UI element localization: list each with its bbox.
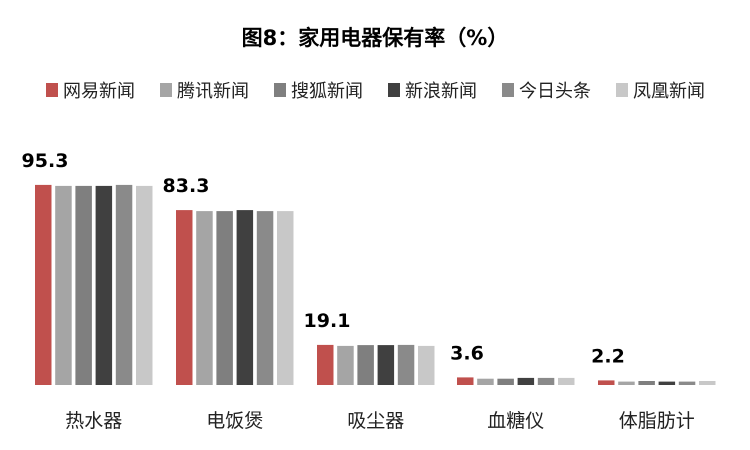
bar: [277, 211, 294, 385]
data-label: 83.3: [163, 175, 210, 197]
bar: [196, 211, 213, 385]
bar: [477, 378, 494, 385]
data-label: 2.2: [591, 345, 625, 367]
category-labels: 热水器 电饭煲 吸尘器 血糖仪 体脂肪计: [65, 410, 695, 432]
bar: [558, 377, 575, 385]
bar: [75, 185, 92, 385]
bar: [357, 345, 374, 385]
category-label: 热水器: [65, 410, 122, 432]
legend-swatch: [46, 83, 58, 97]
category-label: 体脂肪计: [619, 410, 695, 432]
bar: [115, 184, 133, 385]
chart-title: 图8：家用电器保有率（%）: [242, 26, 509, 50]
legend-label: 凤凰新闻: [633, 81, 705, 102]
category-label: 血糖仪: [487, 410, 544, 432]
bar: [136, 185, 153, 385]
bar: [176, 210, 193, 385]
data-label: 19.1: [304, 310, 351, 332]
data-labels: 95.3 83.3 19.1 3.6 2.2: [22, 150, 625, 368]
bar: [497, 378, 514, 385]
category-label: 吸尘器: [347, 410, 404, 432]
bar: [317, 344, 334, 385]
bars: [35, 184, 716, 385]
legend: 网易新闻 腾讯新闻 搜狐新闻 新浪新闻 今日头条 凤凰新闻: [46, 81, 705, 102]
legend-label: 今日头条: [519, 81, 591, 102]
legend-swatch: [502, 83, 514, 97]
bar: [55, 185, 72, 385]
bar: [256, 211, 274, 385]
bar: [337, 345, 354, 385]
category-label: 电饭煲: [206, 410, 263, 432]
bar: [216, 211, 233, 385]
bar: [418, 345, 435, 385]
bar: [517, 377, 535, 385]
bar: [658, 381, 676, 385]
bar: [35, 184, 52, 385]
bar: [457, 377, 474, 385]
legend-label: 新浪新闻: [405, 81, 477, 102]
bar: [638, 381, 655, 385]
bar: [377, 345, 395, 385]
bar: [236, 210, 254, 385]
legend-swatch: [274, 83, 286, 97]
data-label: 3.6: [450, 342, 484, 364]
legend-label: 网易新闻: [63, 81, 135, 102]
bar: [678, 381, 696, 385]
legend-label: 搜狐新闻: [291, 81, 363, 102]
bar: [537, 377, 555, 385]
bar: [618, 381, 635, 385]
legend-label: 腾讯新闻: [177, 81, 249, 102]
data-label: 95.3: [22, 150, 69, 172]
legend-swatch: [160, 83, 172, 97]
legend-swatch: [388, 83, 400, 97]
bar: [95, 185, 113, 385]
bar: [699, 381, 716, 385]
legend-swatch: [616, 83, 628, 97]
bar: [397, 344, 415, 385]
bar: [598, 380, 615, 385]
